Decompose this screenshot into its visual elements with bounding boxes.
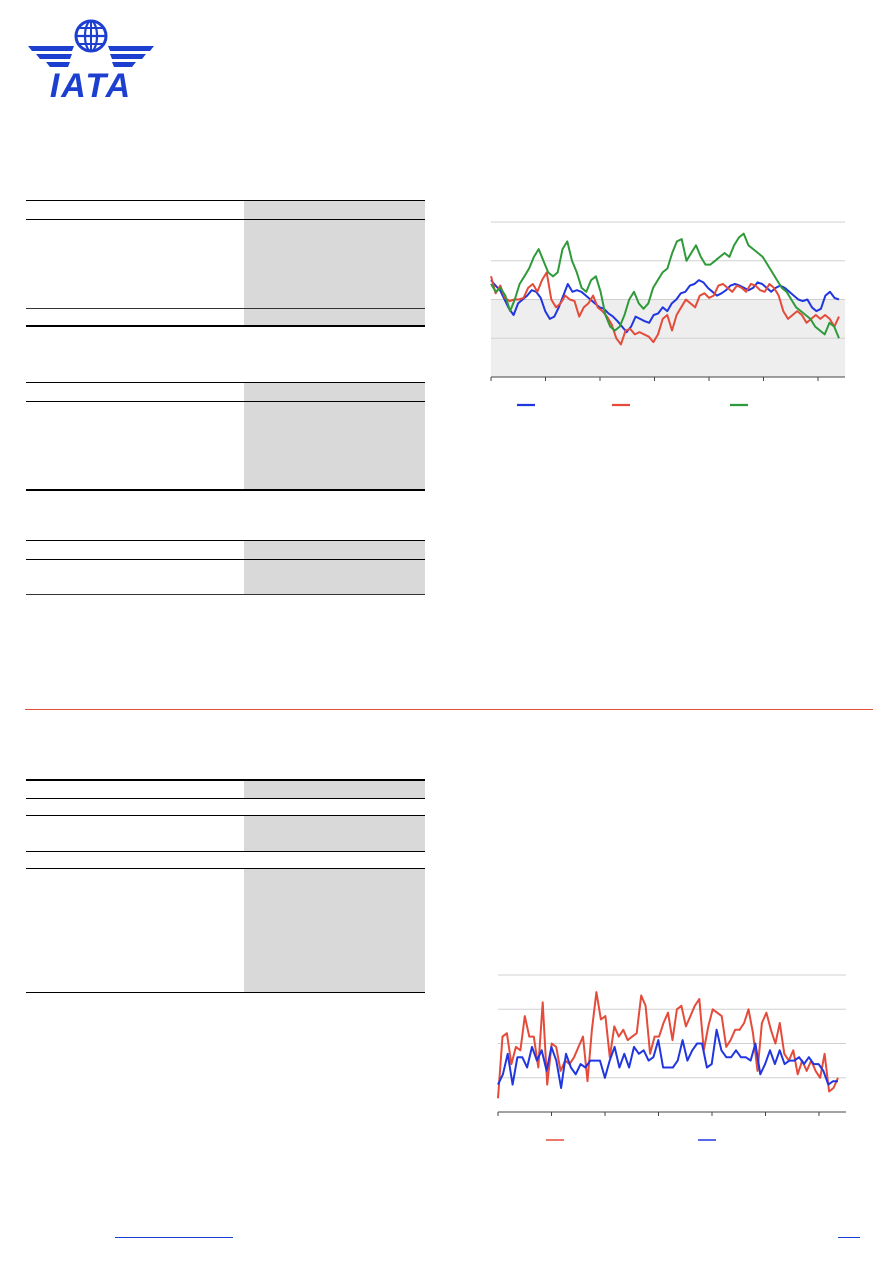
table-1 [26, 200, 425, 327]
table-2-header-rule [26, 401, 425, 402]
chart-2-series-line-0 [497, 991, 839, 1099]
table-4-shaded-block-2 [244, 869, 425, 993]
table-2 [26, 382, 425, 491]
table-4-rule-4 [26, 868, 425, 869]
table-4-top-rule [26, 779, 425, 781]
section-divider [25, 709, 873, 710]
table-2-bottom-rule [26, 489, 425, 491]
chart-2 [494, 968, 850, 1148]
table-3-top-rule [26, 540, 425, 541]
chart-1 [488, 215, 848, 415]
table-3-header-rule [26, 559, 425, 560]
iata-logo-graphic: IATA [28, 19, 154, 105]
table-4-rule-1 [26, 798, 425, 799]
table-1-top-rule [26, 200, 425, 201]
table-1-row-rule [26, 308, 425, 309]
chart-1-svg [490, 221, 845, 407]
chart-1-series-line-1 [490, 271, 840, 346]
table-4-shaded-block-1 [244, 816, 425, 851]
table-4-rule-3 [26, 851, 425, 852]
footer-link-underline-right[interactable] [838, 1237, 860, 1238]
table-4 [26, 779, 425, 995]
table-2-shaded-column [244, 383, 425, 490]
footer-link-underline-left[interactable] [115, 1237, 233, 1238]
chart-2-series-line-1 [497, 1028, 838, 1089]
svg-text:IATA: IATA [50, 67, 132, 100]
table-1-header-rule [26, 219, 425, 220]
iata-logo: IATA [28, 16, 154, 105]
table-1-bottom-rule [26, 325, 425, 327]
table-2-top-rule [26, 382, 425, 383]
table-3-bottom-rule [26, 594, 425, 595]
chart-2-svg [497, 974, 846, 1141]
table-3-shaded-column [244, 541, 425, 595]
table-4-rule-2 [26, 815, 425, 816]
table-4-bottom-rule [26, 992, 425, 993]
table-3 [26, 540, 425, 596]
chart-1-series-line-2 [490, 232, 840, 339]
table-1-shaded-column [244, 201, 425, 326]
table-4-shaded-header [244, 780, 425, 798]
